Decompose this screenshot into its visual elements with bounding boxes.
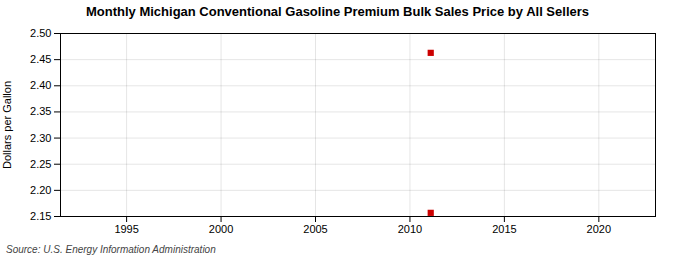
svg-text:2.25: 2.25	[30, 158, 51, 170]
svg-text:2020: 2020	[587, 223, 611, 235]
svg-text:Dollars per Gallon: Dollars per Gallon	[1, 81, 13, 169]
svg-text:2.45: 2.45	[30, 53, 51, 65]
svg-text:2015: 2015	[492, 223, 516, 235]
svg-text:2.40: 2.40	[30, 79, 51, 91]
svg-text:2.30: 2.30	[30, 132, 51, 144]
svg-text:2.20: 2.20	[30, 184, 51, 196]
svg-text:2005: 2005	[303, 223, 327, 235]
svg-text:2.35: 2.35	[30, 105, 51, 117]
svg-text:2010: 2010	[398, 223, 422, 235]
svg-text:2000: 2000	[209, 223, 233, 235]
html-text:Monthly Michigan Conventional: Monthly Michigan Conventional Gasoline P…	[86, 4, 589, 19]
svg-text:2.15: 2.15	[30, 210, 51, 222]
svg-text:1995: 1995	[114, 223, 138, 235]
html-text:Source: U.S. Energy Informatio: Source: U.S. Energy Information Administ…	[6, 244, 216, 255]
svg-text:2.50: 2.50	[30, 27, 51, 39]
